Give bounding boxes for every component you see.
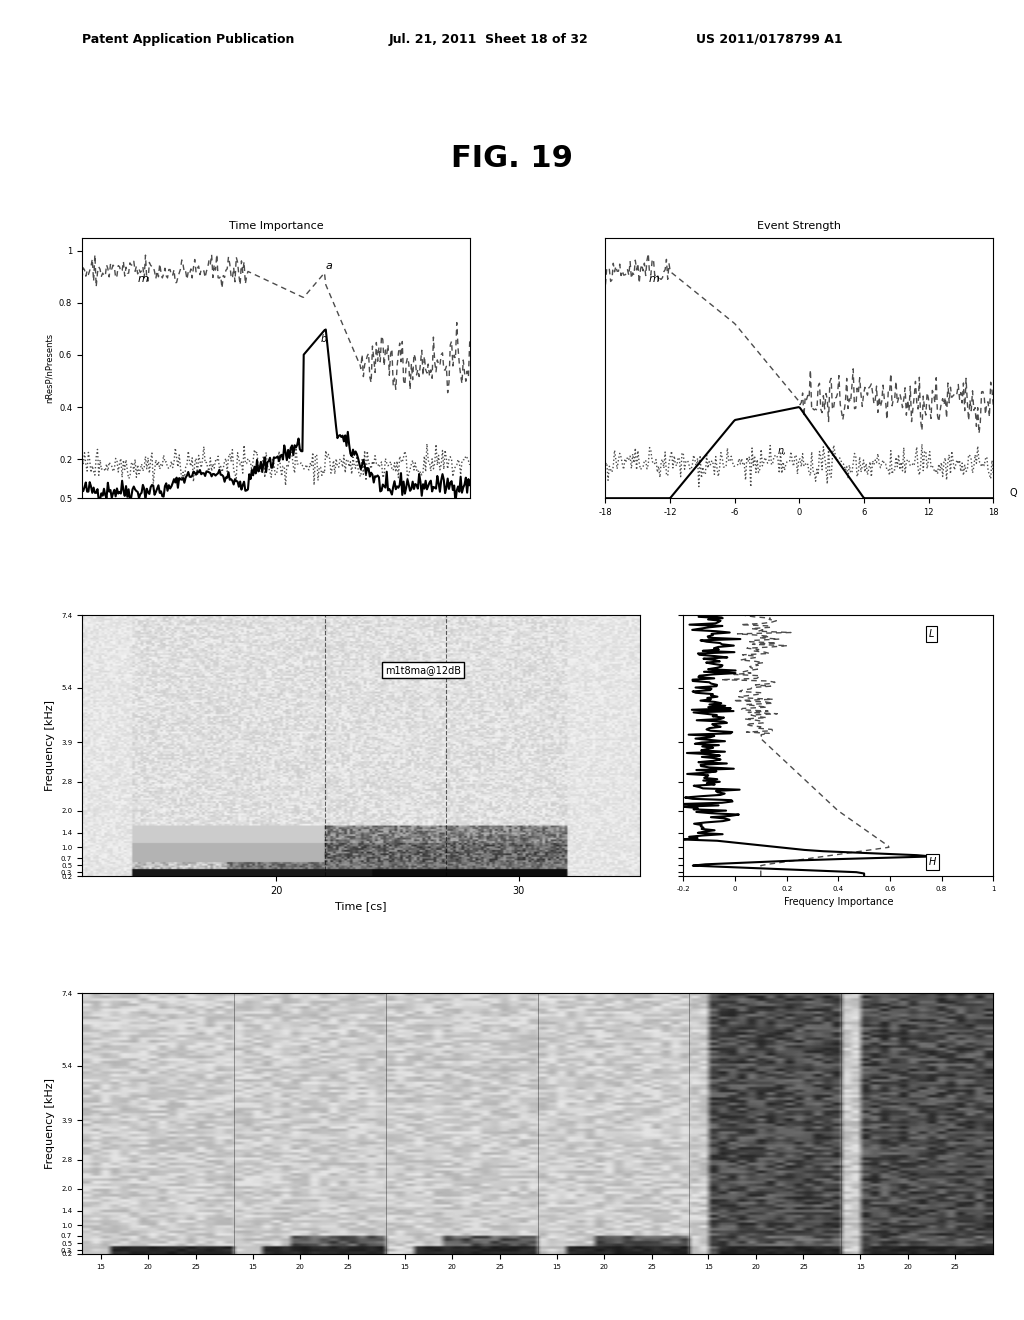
Text: b,: b,: [321, 334, 330, 343]
X-axis label: Frequency Importance: Frequency Importance: [783, 898, 893, 907]
Text: n,: n,: [778, 446, 787, 455]
X-axis label: Time [cs]: Time [cs]: [335, 902, 387, 911]
Text: m: m: [137, 275, 148, 284]
Text: L: L: [929, 630, 934, 639]
Title: Event Strength: Event Strength: [758, 222, 842, 231]
Text: m: m: [648, 275, 659, 284]
Text: Jul. 21, 2011  Sheet 18 of 32: Jul. 21, 2011 Sheet 18 of 32: [389, 33, 589, 46]
Text: FIG. 19: FIG. 19: [451, 144, 573, 173]
Title: Time Importance: Time Importance: [228, 222, 324, 231]
Y-axis label: Frequency [kHz]: Frequency [kHz]: [45, 1078, 55, 1170]
Text: a: a: [326, 261, 333, 271]
Text: Q: Q: [1010, 488, 1017, 498]
Text: H: H: [929, 857, 936, 867]
Y-axis label: nResP/nPresents: nResP/nPresents: [44, 333, 53, 403]
Y-axis label: Frequency [kHz]: Frequency [kHz]: [45, 701, 55, 791]
Text: Patent Application Publication: Patent Application Publication: [82, 33, 294, 46]
Text: US 2011/0178799 A1: US 2011/0178799 A1: [696, 33, 843, 46]
Text: m1t8ma@12dB: m1t8ma@12dB: [385, 665, 461, 676]
